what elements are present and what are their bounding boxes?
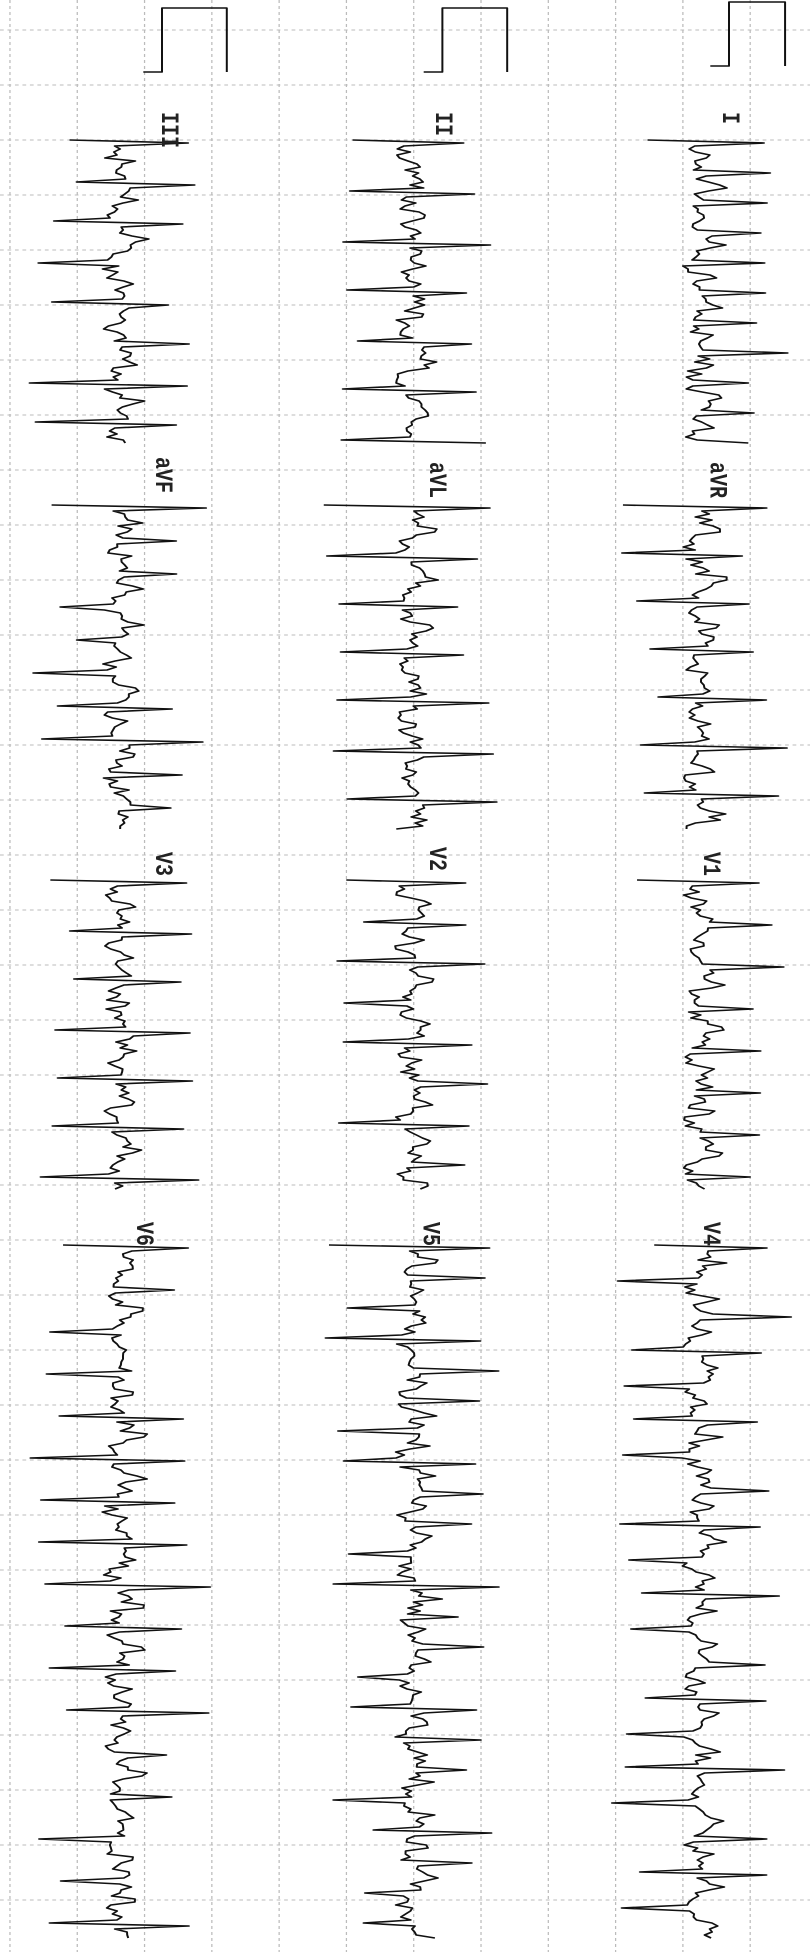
- traces: [28, 139, 793, 1939]
- ecg-trace: [340, 139, 492, 444]
- ecg-trace: [29, 1244, 212, 1939]
- lead-label: aVR: [703, 462, 732, 498]
- lead-label: V5: [416, 1222, 445, 1246]
- ecg-trace: [637, 879, 785, 1190]
- calibration-pulse: [143, 7, 228, 73]
- lead-label: aVL: [422, 462, 451, 498]
- lead-label: V6: [129, 1222, 158, 1246]
- lead-label: V2: [422, 847, 451, 871]
- ecg-trace: [620, 504, 788, 830]
- calibration-pulse: [710, 1, 787, 67]
- ecg-trace: [647, 139, 789, 444]
- lead-label: aVF: [148, 457, 177, 493]
- ecg-trace: [32, 504, 208, 830]
- lead-label: V1: [696, 852, 725, 876]
- ecg-trace: [324, 1244, 500, 1939]
- ecg-trace: [323, 504, 498, 830]
- calibration: [143, 1, 787, 73]
- calibration-pulse: [423, 7, 509, 73]
- ecg-trace: [39, 879, 200, 1190]
- lead-label: I: [715, 112, 744, 124]
- lead-label: II: [428, 112, 457, 136]
- ecg-trace: [610, 1244, 793, 1939]
- ecg-trace: [28, 139, 196, 444]
- lead-label: V3: [148, 852, 177, 876]
- lead-label: V4: [696, 1222, 725, 1246]
- lead-label: III: [154, 112, 183, 148]
- ecg-trace: [336, 879, 489, 1190]
